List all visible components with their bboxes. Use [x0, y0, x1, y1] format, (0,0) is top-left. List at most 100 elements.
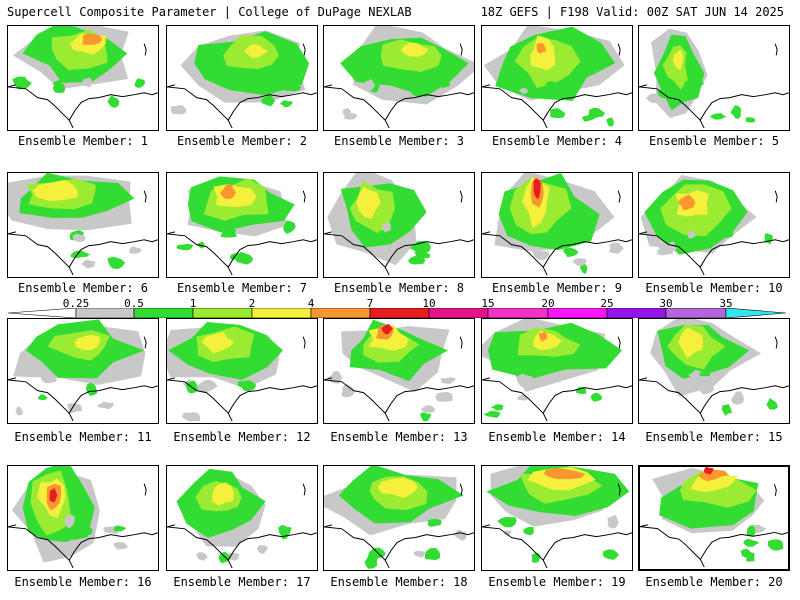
scp-contour-fragment: [687, 230, 697, 239]
scp-contour-fragment: [608, 242, 624, 254]
lake-shoreline: [143, 483, 147, 496]
scp-contour-fragment: [113, 525, 127, 532]
scp-contour-red: [49, 487, 58, 503]
scp-contour-fragment: [607, 514, 619, 529]
scp-contour-fragment: [196, 552, 208, 561]
colorbar-swatch: [725, 308, 787, 318]
colorbar-tick-label: 2: [248, 297, 256, 310]
scp-contour-fragment: [544, 80, 560, 88]
scp-field-map: [324, 466, 474, 569]
scp-contour-fragment: [234, 251, 254, 265]
colorbar-swatch: [428, 308, 489, 318]
scp-contour-fragment: [575, 386, 587, 395]
scp-field-map: [482, 319, 632, 422]
colorbar-swatch: [310, 308, 371, 318]
scp-contour-fragment: [440, 377, 456, 384]
colorbar-graphic: [8, 308, 787, 318]
ensemble-member-map: [323, 465, 475, 571]
ensemble-member-map: [481, 465, 633, 571]
ensemble-member-map: [323, 172, 475, 278]
ensemble-member-label: Ensemble Member: 6: [17, 281, 149, 295]
lake-shoreline: [617, 336, 621, 349]
scp-contour-fragment: [746, 525, 756, 537]
colorbar-swatch: [665, 308, 727, 318]
scp-contour-fragment: [420, 412, 431, 422]
scp-contour-fragment: [424, 548, 441, 561]
scp-contour-fragment: [15, 406, 23, 416]
scp-contour-fragment: [657, 86, 676, 99]
lake-shoreline: [143, 336, 147, 349]
scp-contour-fragment: [176, 243, 194, 251]
ensemble-member-map: [7, 465, 159, 571]
scp-contour-fragment: [278, 524, 292, 540]
ensemble-member-map: [638, 318, 790, 424]
scp-contour-fragment: [453, 529, 467, 541]
scp-field-map: [324, 319, 474, 422]
ensemble-member-label: Ensemble Member: 13: [330, 430, 468, 444]
scp-contour-orange: [220, 183, 236, 199]
ensemble-member-map: [481, 172, 633, 278]
scp-contour-fragment: [237, 380, 257, 392]
lake-shoreline: [773, 484, 777, 496]
scp-field-map: [8, 319, 158, 422]
colorbar-tick-label: 20: [541, 297, 555, 310]
scp-field-map: [167, 321, 317, 422]
scp-contour-fragment: [279, 100, 293, 108]
ensemble-member-map: [481, 25, 633, 131]
coastline: [167, 86, 317, 129]
scp-contour-fragment: [413, 550, 426, 558]
scp-contour-fragment: [409, 241, 431, 254]
colorbar-swatch: [251, 308, 312, 318]
scp-contour-fragment: [342, 107, 352, 116]
lake-shoreline: [302, 336, 306, 349]
scp-field-map: [640, 467, 788, 568]
coastline: [482, 233, 632, 276]
ensemble-member-map: [166, 318, 318, 424]
scp-contour-fragment: [12, 76, 32, 90]
ensemble-member-map: [323, 318, 475, 424]
lake-shoreline: [774, 43, 778, 56]
coastline: [324, 379, 474, 422]
scp-contour-fragment: [709, 113, 727, 120]
ensemble-member-label: Ensemble Member: 11: [14, 430, 152, 444]
scp-contour-fragment: [764, 233, 774, 245]
scp-contour-fragment: [731, 391, 745, 405]
ensemble-member-map: [166, 25, 318, 131]
coastline: [324, 233, 474, 276]
scp-contour-fragment: [656, 249, 674, 256]
scp-contour-fragment: [683, 80, 705, 88]
state-border: [167, 231, 176, 235]
lake-shoreline: [617, 43, 621, 56]
ensemble-member-label: Ensemble Member: 7: [176, 281, 308, 295]
scp-contour-fragment: [228, 75, 242, 89]
scp-contour-orange: [81, 33, 103, 45]
scp-contour-fragment: [37, 394, 48, 401]
scp-contour-yellow: [356, 186, 381, 219]
lake-shoreline: [774, 190, 778, 203]
scp-contour-fragment: [766, 398, 778, 410]
state-border: [324, 377, 333, 381]
scp-contour-fragment: [531, 552, 541, 563]
scp-contour-fragment: [40, 373, 57, 384]
lake-shoreline: [302, 483, 306, 496]
ensemble-member-label: Ensemble Member: 2: [176, 134, 308, 148]
scp-contour-fragment: [414, 250, 431, 259]
ensemble-member-label: Ensemble Member: 8: [333, 281, 465, 295]
scp-contour-fragment: [590, 392, 603, 402]
state-border: [324, 524, 333, 528]
scp-contour-fragment: [698, 385, 714, 395]
coastline: [482, 379, 632, 422]
scp-contour-red: [381, 323, 393, 335]
ensemble-member-label: Ensemble Member: 15: [645, 430, 783, 444]
colorbar-tick-label: 15: [481, 297, 495, 310]
ensemble-member-label: Ensemble Member: 4: [491, 134, 623, 148]
scp-contour-orange: [538, 331, 548, 342]
state-border: [482, 231, 491, 235]
scp-contour-red: [533, 178, 541, 200]
scp-contour-fragment: [72, 233, 86, 242]
coastline: [8, 526, 158, 569]
scp-contour-yellow: [74, 334, 101, 351]
state-border: [167, 377, 176, 381]
scp-contour-fragment: [107, 256, 126, 270]
scp-contour-fragment: [730, 105, 742, 119]
